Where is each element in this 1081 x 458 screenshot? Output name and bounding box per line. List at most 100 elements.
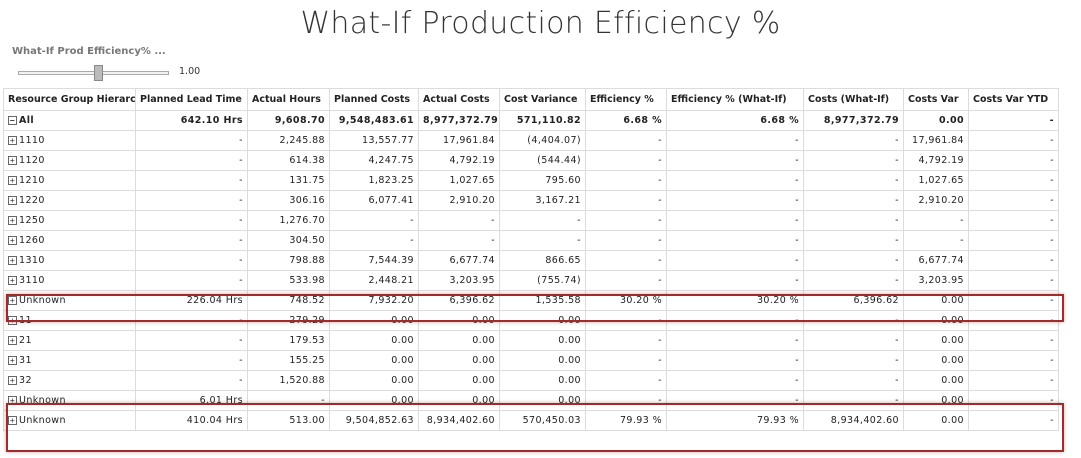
- column-header[interactable]: Actual Costs: [418, 88, 500, 111]
- table-cell: 9,608.70: [247, 110, 330, 131]
- expand-icon[interactable]: +: [8, 276, 17, 285]
- expand-icon[interactable]: +: [8, 376, 17, 385]
- table-cell: -: [968, 410, 1059, 431]
- table-cell: -: [666, 190, 804, 211]
- table-cell: 9,504,852.63: [329, 410, 419, 431]
- column-header[interactable]: Efficiency % (What-If): [666, 88, 804, 111]
- column-header[interactable]: Planned Costs: [329, 88, 419, 111]
- column-header[interactable]: Resource Group Hierarchy: [3, 88, 136, 111]
- table-cell: 0.00: [903, 370, 969, 391]
- expand-icon[interactable]: +: [8, 336, 17, 345]
- expand-icon[interactable]: +: [8, 236, 17, 245]
- row-label: All: [19, 115, 35, 126]
- table-cell: 0.00: [903, 390, 969, 411]
- expand-icon[interactable]: +: [8, 396, 17, 405]
- table-cell: 8,977,372.79: [418, 110, 500, 131]
- table-cell: -: [666, 150, 804, 171]
- table-cell: 0.00: [418, 350, 500, 371]
- table-row: + Unknown 226.04 Hrs 748.52 7,932.20 6,396.62…: [3, 290, 1059, 311]
- table-cell: -: [803, 170, 904, 191]
- expand-icon[interactable]: +: [8, 156, 17, 165]
- row-label-cell: +31: [3, 350, 136, 371]
- row-label: 1120: [19, 155, 45, 166]
- expand-icon[interactable]: +: [8, 316, 17, 325]
- table-cell: 513.00: [247, 410, 330, 431]
- row-label: 11: [19, 315, 32, 326]
- table-row: +1250-1,276.70- - - - - - - -: [3, 210, 1059, 231]
- table-cell: 1,823.25: [329, 170, 419, 191]
- table-cell: 30.20 %: [666, 290, 804, 311]
- table-cell: 3,203.95: [418, 270, 500, 291]
- table-cell: 1,276.70: [247, 210, 330, 231]
- table-cell: -: [666, 130, 804, 151]
- table-cell: 4,247.75: [329, 150, 419, 171]
- expand-icon[interactable]: +: [8, 416, 17, 425]
- table-row: +3110-533.98 2,448.21 3,203.95 (755.74) - - -3…: [3, 270, 1059, 291]
- table-cell: 6,677.74: [903, 250, 969, 271]
- table-cell: 0.00: [329, 370, 419, 391]
- table-cell: -: [968, 390, 1059, 411]
- table-cell: -: [968, 130, 1059, 151]
- table-cell: 6.01 Hrs: [135, 390, 248, 411]
- table-cell: 155.25: [247, 350, 330, 371]
- table-cell: 279.29: [247, 310, 330, 331]
- table-cell: 614.38: [247, 150, 330, 171]
- slider-track[interactable]: [18, 71, 169, 75]
- column-header[interactable]: Costs (What-If): [803, 88, 904, 111]
- table-cell: -: [666, 310, 804, 331]
- what-if-slicer: What-If Prod Efficiency% ... 1.00: [12, 46, 212, 83]
- collapse-icon[interactable]: −: [8, 116, 17, 125]
- column-header[interactable]: Planned Lead Time: [135, 88, 248, 111]
- column-header[interactable]: Costs Var YTD: [968, 88, 1059, 111]
- table-cell: 0.00: [903, 310, 969, 331]
- expand-icon[interactable]: +: [8, 256, 17, 265]
- slider-value: 1.00: [179, 66, 201, 77]
- table-cell: 533.98: [247, 270, 330, 291]
- table-cell: 795.60: [499, 170, 586, 191]
- table-cell: -: [968, 210, 1059, 231]
- table-cell: 0.00: [329, 350, 419, 371]
- expand-icon[interactable]: +: [8, 216, 17, 225]
- table-cell: -: [135, 230, 248, 251]
- table-cell: 0.00: [903, 110, 969, 131]
- table-cell: 7,544.39: [329, 250, 419, 271]
- table-cell: 4,792.19: [903, 150, 969, 171]
- column-header[interactable]: Cost Variance: [499, 88, 586, 111]
- table-cell: 0.00: [418, 390, 500, 411]
- table-cell: 570,450.03: [499, 410, 586, 431]
- table-cell: 6.68 %: [585, 110, 667, 131]
- table-cell: -: [666, 370, 804, 391]
- table-cell: 30.20 %: [585, 290, 667, 311]
- table-cell: -: [666, 270, 804, 291]
- expand-icon[interactable]: +: [8, 356, 17, 365]
- table-cell: -: [803, 210, 904, 231]
- column-header[interactable]: Costs Var: [903, 88, 969, 111]
- column-header[interactable]: Actual Hours: [247, 88, 330, 111]
- table-cell: 748.52: [247, 290, 330, 311]
- table-cell: -: [585, 170, 667, 191]
- row-label: 1310: [19, 255, 45, 266]
- table-cell: 1,535.58: [499, 290, 586, 311]
- table-cell: -: [135, 310, 248, 331]
- row-label-cell: +11: [3, 310, 136, 331]
- table-cell: -: [585, 250, 667, 271]
- row-label-cell: +1220: [3, 190, 136, 211]
- table-cell: -: [585, 330, 667, 351]
- expand-icon[interactable]: +: [8, 196, 17, 205]
- expand-icon[interactable]: +: [8, 136, 17, 145]
- expand-icon[interactable]: +: [8, 176, 17, 185]
- table-cell: -: [803, 310, 904, 331]
- column-header[interactable]: Efficiency %: [585, 88, 667, 111]
- table-cell: -: [585, 230, 667, 251]
- table-cell: -: [585, 150, 667, 171]
- row-label: 21: [19, 335, 32, 346]
- table-cell: -: [135, 150, 248, 171]
- slider-thumb[interactable]: [94, 65, 103, 81]
- table-body: − All 642.10 Hrs 9,608.70 9,548,483.61 8,977,…: [3, 110, 1059, 431]
- table-cell: 226.04 Hrs: [135, 290, 248, 311]
- expand-icon[interactable]: +: [8, 296, 17, 305]
- table-cell: 0.00: [499, 330, 586, 351]
- table-cell: -: [968, 250, 1059, 271]
- table-cell: 0.00: [329, 390, 419, 411]
- table-cell: -: [968, 170, 1059, 191]
